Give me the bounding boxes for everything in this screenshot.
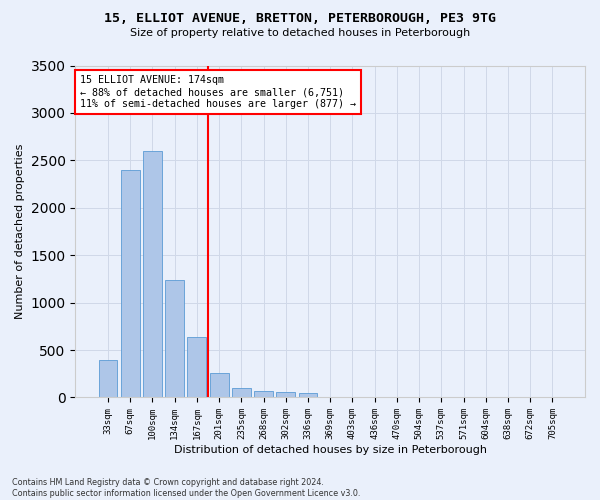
Bar — [232, 388, 251, 398]
Text: 15 ELLIOT AVENUE: 174sqm
← 88% of detached houses are smaller (6,751)
11% of sem: 15 ELLIOT AVENUE: 174sqm ← 88% of detach… — [80, 76, 356, 108]
X-axis label: Distribution of detached houses by size in Peterborough: Distribution of detached houses by size … — [174, 445, 487, 455]
Bar — [187, 337, 206, 398]
Text: Contains HM Land Registry data © Crown copyright and database right 2024.
Contai: Contains HM Land Registry data © Crown c… — [12, 478, 361, 498]
Bar — [121, 170, 140, 398]
Text: 15, ELLIOT AVENUE, BRETTON, PETERBOROUGH, PE3 9TG: 15, ELLIOT AVENUE, BRETTON, PETERBOROUGH… — [104, 12, 496, 26]
Bar — [143, 151, 162, 398]
Y-axis label: Number of detached properties: Number of detached properties — [15, 144, 25, 319]
Bar — [254, 392, 273, 398]
Bar — [299, 393, 317, 398]
Bar — [209, 373, 229, 398]
Bar — [98, 360, 118, 398]
Bar — [277, 392, 295, 398]
Text: Size of property relative to detached houses in Peterborough: Size of property relative to detached ho… — [130, 28, 470, 38]
Bar — [165, 280, 184, 398]
